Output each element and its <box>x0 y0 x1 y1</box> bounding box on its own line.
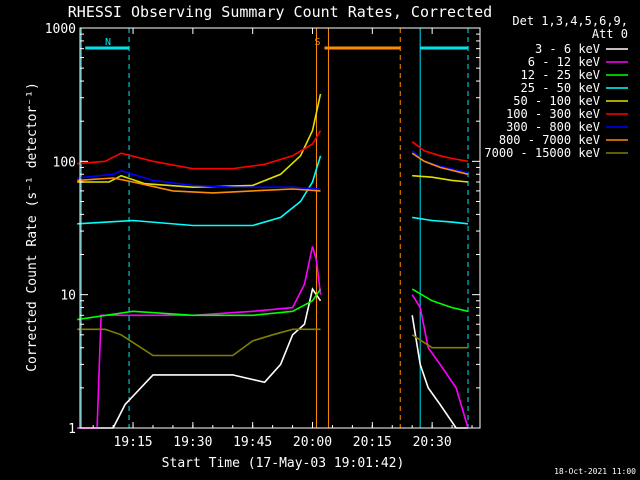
legend-label: 3 - 6 keV <box>535 42 600 56</box>
footer-date: 18-Oct-2021 11:00 <box>554 467 636 476</box>
y-tick-label: 1 <box>68 422 76 437</box>
count-rate-chart: RHESSI Observing Summary Count Rates, Co… <box>0 0 640 480</box>
y-tick-label: 100 <box>53 155 76 170</box>
legend-label: 50 - 100 keV <box>513 94 600 108</box>
y-axis-label: Corrected Count Rate (s⁻¹ detector⁻¹) <box>25 82 40 372</box>
x-tick-label: 20:15 <box>353 435 392 450</box>
x-tick-label: 20:30 <box>413 435 452 450</box>
x-tick-label: 19:45 <box>233 435 272 450</box>
y-tick-label: 1000 <box>45 22 76 37</box>
flag-label-s: S <box>314 37 320 48</box>
x-tick-label: 20:00 <box>293 435 332 450</box>
x-tick-label: 19:15 <box>113 435 152 450</box>
legend-header-line2: Att 0 <box>592 27 628 41</box>
legend-header-line1: Det 1,3,4,5,6,9, <box>512 14 628 28</box>
y-tick-label: 10 <box>60 289 76 304</box>
legend-label: 12 - 25 keV <box>521 68 600 82</box>
x-axis-label: Start Time (17-May-03 19:01:42) <box>162 456 405 471</box>
legend-label: 100 - 300 keV <box>506 107 600 121</box>
legend-label: 6 - 12 keV <box>528 55 600 69</box>
flag-label-n: N <box>105 37 111 48</box>
legend-label: 7000 - 15000 keV <box>484 146 600 160</box>
legend-label: 300 - 800 keV <box>506 120 600 134</box>
legend-label: 25 - 50 keV <box>521 81 600 95</box>
legend-label: 800 - 7000 keV <box>499 133 600 147</box>
chart-title: RHESSI Observing Summary Count Rates, Co… <box>68 3 492 21</box>
x-tick-label: 19:30 <box>173 435 212 450</box>
